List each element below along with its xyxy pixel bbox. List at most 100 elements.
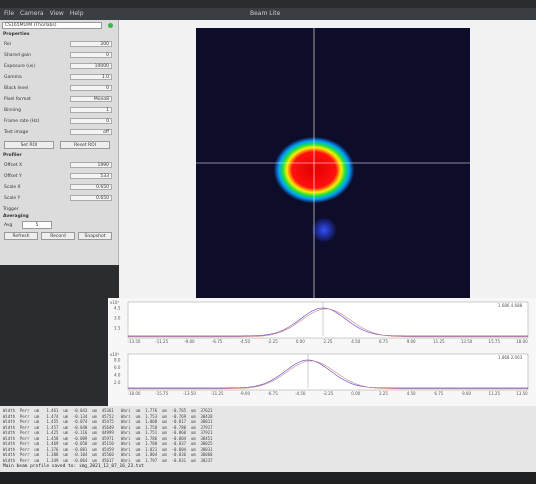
x-tick-label: -4.50 [240,339,251,344]
menu-item[interactable]: View [50,10,64,17]
roi-row: Scale Y 0.650 [2,194,114,203]
screenshot: File Camera View Help Beam Lite CS165MU/M (… [0,0,536,484]
property-value[interactable]: 0 [70,85,112,91]
property-label: Binning [4,108,21,113]
button[interactable]: Reset ROI [60,141,110,149]
log-row: Width Perr um 1.461 um -0.043 um 45361 W… [3,408,213,413]
x-tick-label: -9.00 [184,339,195,344]
property-value[interactable]: 0 [70,52,112,58]
y-tick-label: 4.5 [114,306,121,311]
roi-label: Offset Y [4,174,22,179]
log-row: Width Perr um 1.469 um -0.058 um 45150 W… [3,441,213,446]
status-led [108,23,113,28]
property-label: Test image [4,130,28,135]
x-tick-label: 4.50 [407,391,416,396]
x-tick-label: 11.25 [433,339,445,344]
action-button[interactable]: Refresh [4,232,38,240]
x-tick-label: 15.75 [489,339,501,344]
menu-item[interactable]: File [4,10,14,17]
property-row: Shared gain 0 [2,51,114,60]
roi-value[interactable]: 0.650 [70,184,112,190]
x-tick-label: -11.25 [155,339,168,344]
x-tick-label: 2.25 [379,391,388,396]
roi-label: Scale Y [4,196,20,201]
log-row: Width Perr um 1.457 um -0.040 um 45649 W… [3,425,213,430]
axis-exponent: x10³ [110,352,119,357]
property-value[interactable]: 200 [70,41,112,47]
x-tick-label: -13.50 [183,391,196,396]
property-value[interactable]: off [70,129,112,135]
roi-value[interactable]: 1990 [70,162,112,168]
property-label: Exposure (us) [4,64,35,69]
x-tick-label: -13.50 [128,339,141,344]
y-tick-label: 4.0 [114,373,121,378]
title-bar: File Camera View Help Beam Lite [0,8,536,20]
menu-item[interactable]: Help [70,10,84,17]
y-tick-label: 1.5 [114,326,121,331]
property-label: Gamma [4,75,22,80]
property-row: Test image off [2,128,114,137]
property-value[interactable]: 0 [70,118,112,124]
log-row: Width Perr um 1.349 um -0.064 um 45617 W… [3,458,213,463]
x-tick-label: -15.75 [155,391,168,396]
window-title: Beam Lite [250,10,280,17]
avg-value[interactable]: 5 [22,221,52,229]
action-button[interactable]: Snapshot [78,232,112,240]
x-tick-label: 13.50 [461,339,473,344]
x-tick-label: -6.75 [267,391,278,396]
status-message: Main beam profile saved to: img_2021_12_… [3,464,144,469]
log-row: Width Perr um 1.474 um -0.134 um 45752 W… [3,414,213,419]
x-tick-label: -2.25 [267,339,278,344]
property-value[interactable]: Mono8 [70,96,112,102]
y-tick-label: 8.0 [114,358,121,363]
section-label: Averaging [3,214,29,219]
camera-select[interactable]: CS165MU/M (Thorlabs) [2,22,102,29]
property-label: Shared gain [4,53,31,58]
x-tick-label: 6.75 [434,391,443,396]
property-label: Frame rate (Hz) [4,119,39,124]
roi-label: Scale X [4,185,21,190]
secondary-spot [312,218,336,242]
action-button[interactable]: Record [41,232,75,240]
x-tick-label: 9.00 [407,339,416,344]
x-tick-label: 0.00 [351,391,360,396]
log-row: Width Perr um 1.455 um -0.074 um 45475 W… [3,419,213,424]
roi-row: Scale X 0.650 [2,183,114,192]
x-tick-label: 18.00 [516,339,528,344]
x-tick-label: -11.25 [211,391,224,396]
menu-item[interactable]: Camera [20,10,44,17]
x-tick-label: 4.50 [351,339,360,344]
y-tick-label: 3.0 [114,316,121,321]
roi-row: Offset Y 533 [2,172,114,181]
property-value[interactable]: 1.0 [70,74,112,80]
section-label: Properties [3,32,30,37]
button[interactable]: Set ROI [4,141,54,149]
x-tick-label: -9.00 [240,391,251,396]
property-value[interactable]: 1 [70,107,112,113]
property-row: Gamma 1.0 [2,73,114,82]
x-tick-label: -4.50 [295,391,306,396]
x-tick-label: 9.00 [462,391,471,396]
x-tick-label: 0.00 [296,339,305,344]
x-tick-label: -2.25 [323,391,334,396]
log-row: Width Perr um 1.376 um -0.081 um 45459 W… [3,447,213,452]
log-row: Width Perr um 1.458 um -0.089 um 45971 W… [3,436,213,441]
camera-area [119,20,536,298]
roi-value[interactable]: 0.650 [70,195,112,201]
menu-bar: File Camera View Help [4,10,84,17]
property-value[interactable]: 10000 [70,63,112,69]
log-panel: Main beam profile saved to: img_2021_12_… [0,406,536,472]
desk-edge [0,472,536,484]
log-row: Width Perr um 1.425 um -0.116 um 44999 W… [3,430,213,435]
property-row: Exposure (us) 10000 [2,62,114,71]
y-tick-label: 6.0 [114,365,121,370]
axis-exponent: x10³ [110,300,119,305]
x-tick-label: -6.75 [212,339,223,344]
roi-value[interactable]: 533 [70,173,112,179]
x-tick-label: 2.25 [324,339,333,344]
